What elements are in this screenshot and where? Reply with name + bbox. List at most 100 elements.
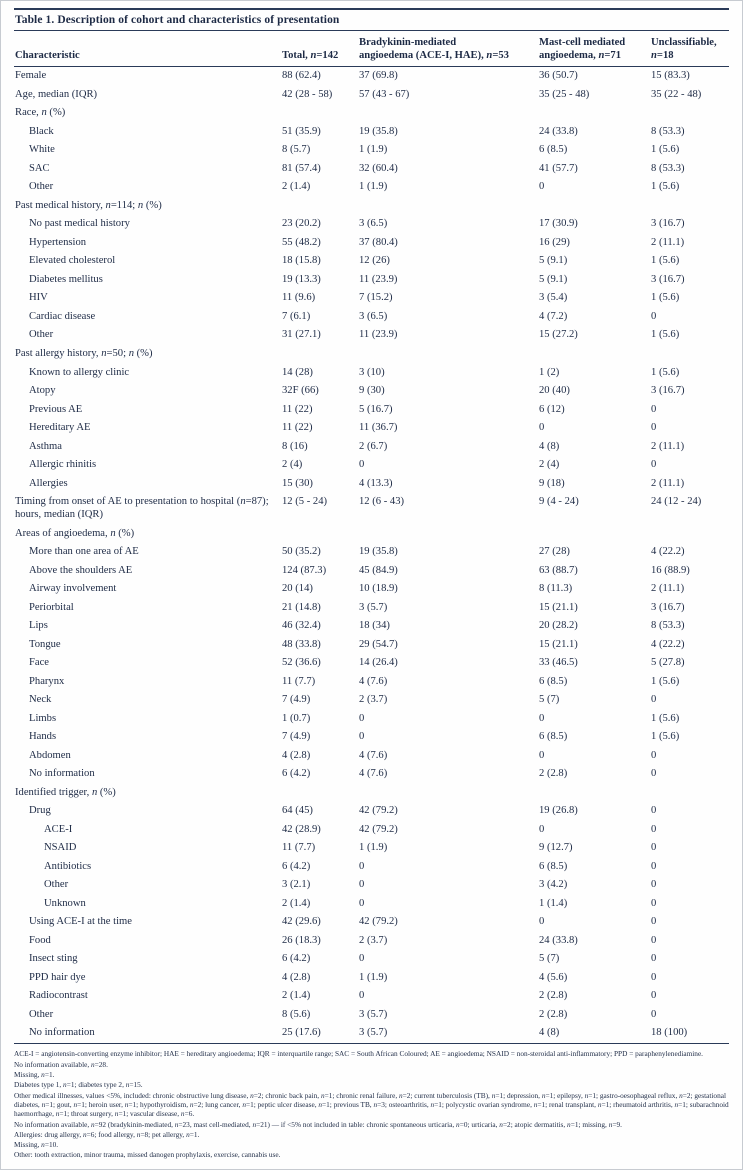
table-row: NSAID 11 (7.7) 1 (1.9) 9 (12.7) 0 [14,840,729,859]
footnote-line: Diabetes type 1, n=1; diabetes type 2, n… [14,1080,143,1090]
row-value: 6 (8.5) [539,675,568,687]
row-label: Age, median (IQR) [15,88,98,100]
row-value: 42 (79.2) [359,916,398,928]
row-label: Previous AE [29,403,83,415]
row-label: NSAID [44,842,77,854]
row-value: 41 (57.7) [539,162,578,174]
row-value: 12 (6 - 43) [359,496,405,508]
table-row: Allergies 15 (30) 4 (13.3) 9 (18) 2 (11.1) [14,475,729,494]
row-label: Unknown [44,897,86,909]
row-value: 1 (5.6) [651,329,680,341]
row-value: 18 (34) [359,620,390,632]
row-value: 8 (11.3) [539,583,573,595]
table-row: No information 6 (4.2) 4 (7.6) 2 (2.8) 0 [14,765,729,784]
row-value: 2 (2.8) [539,768,568,780]
row-label: Food [29,934,51,946]
row-value: 0 [359,459,365,471]
row-value: 2 (11.1) [651,440,685,452]
row-value: 4 (2.8) [282,971,311,983]
row-value: 15 (83.3) [651,70,690,82]
row-value: 29 (54.7) [359,638,398,650]
row-value: 4 (2.8) [282,749,311,761]
table-row: Antibiotics 6 (4.2) 0 6 (8.5) 0 [14,858,729,877]
table-row: Drug 64 (45) 42 (79.2) 19 (26.8) 0 [14,803,729,822]
footnote-line: ACE-I = angiotensin-converting enzyme in… [14,1049,704,1059]
row-value: 0 [539,823,545,835]
row-value: 45 (84.9) [359,564,398,576]
row-value: 55 (48.2) [282,236,321,248]
table-row: Abdomen 4 (2.8) 4 (7.6) 0 0 [14,747,729,766]
row-value: 81 (57.4) [282,162,321,174]
row-label: Past allergy history, n=50; n (%) [15,348,153,359]
row-value: 8 (5.7) [282,144,311,156]
row-value: 7 (15.2) [359,292,393,304]
row-label: Insect sting [29,953,78,965]
table-row: Lips 46 (32.4) 18 (34) 20 (28.2) 8 (53.3) [14,617,729,636]
header-row: Characteristic Total, n=142 Bradykinin-med… [14,31,729,68]
row-value: 5 (27.8) [651,657,685,669]
footnote-line: No information available, n=28. [14,1059,108,1069]
row-value: 42 (79.2) [359,823,398,835]
row-value: 2 (11.1) [651,477,685,489]
row-value: 1 (5.6) [651,366,680,378]
row-value: 14 (28) [282,366,313,378]
row-label: HIV [29,292,48,304]
row-value: 0 [359,990,365,1002]
row-value: 9 (30) [359,385,385,397]
row-value: 8 (5.6) [282,1008,311,1020]
row-value [281,345,358,364]
table-row: Insect sting 6 (4.2) 0 5 (7) 0 [14,951,729,970]
row-value: 1 (1.9) [359,181,388,193]
row-label: Asthma [29,440,62,452]
row-value [650,525,729,544]
table-row: Black 51 (35.9) 19 (35.8) 24 (33.8) 8 (53.3) [14,123,729,142]
row-value: 5 (9.1) [539,255,568,267]
row-label: Diabetes mellitus [29,273,103,285]
row-label: Other [44,879,69,891]
table-row: Previous AE 11 (22) 5 (16.7) 6 (12) 0 [14,401,729,420]
row-value [538,345,650,364]
row-value: 0 [651,953,657,965]
row-label: ACE-I [44,823,73,835]
row-value: 11 (9.6) [282,292,316,304]
row-value: 42 (28 - 58) [282,88,333,100]
row-label: Hypertension [29,236,87,248]
row-label: Identified trigger, n (%) [15,786,116,798]
row-value: 0 [651,459,657,471]
row-value [358,784,538,803]
row-value: 5 (7) [539,694,560,706]
row-value: 20 (14) [282,583,313,595]
table-row: Cardiac disease 7 (6.1) 3 (6.5) 4 (7.2) 0 [14,308,729,327]
row-value: 0 [359,860,365,872]
row-value [358,345,538,364]
row-value: 0 [651,897,657,909]
row-value: 0 [651,422,657,434]
table-row: Above the shoulders AE 124 (87.3) 45 (84.9… [14,562,729,581]
row-value: 1 (1.9) [359,971,388,983]
row-value: 42 (79.2) [359,805,398,817]
table-row: Limbs 1 (0.7) 0 0 1 (5.6) [14,710,729,729]
table-row: Other 2 (1.4) 1 (1.9) 0 1 (5.6) [14,179,729,198]
row-value: 2 (11.1) [651,236,685,248]
row-value: 6 (8.5) [539,144,568,156]
row-value: 0 [359,879,365,891]
row-value: 7 (6.1) [282,310,311,322]
column-header: Mast-cell mediated angioedema, n=71 [538,31,650,68]
table-row: Other 3 (2.1) 0 3 (4.2) 0 [14,877,729,896]
row-value: 4 (13.3) [359,477,393,489]
row-value: 0 [651,749,657,761]
footnote-line: Other medical illnesses, values <5%, inc… [14,1090,729,1119]
table-row: Hypertension 55 (48.2) 37 (80.4) 16 (29) 2 (… [14,234,729,253]
row-label: Face [29,657,49,669]
table-row: Asthma 8 (16) 2 (6.7) 4 (8) 2 (11.1) [14,438,729,457]
row-value: 88 (62.4) [282,70,321,82]
row-value: 10 (18.9) [359,583,398,595]
row-value [281,105,358,124]
row-value: 9 (12.7) [539,842,573,854]
row-value: 3 (5.7) [359,601,388,613]
row-value: 0 [651,823,657,835]
row-value: 15 (30) [282,477,313,489]
row-label: Tongue [29,638,61,650]
row-label: Areas of angioedema, n (%) [15,527,135,539]
